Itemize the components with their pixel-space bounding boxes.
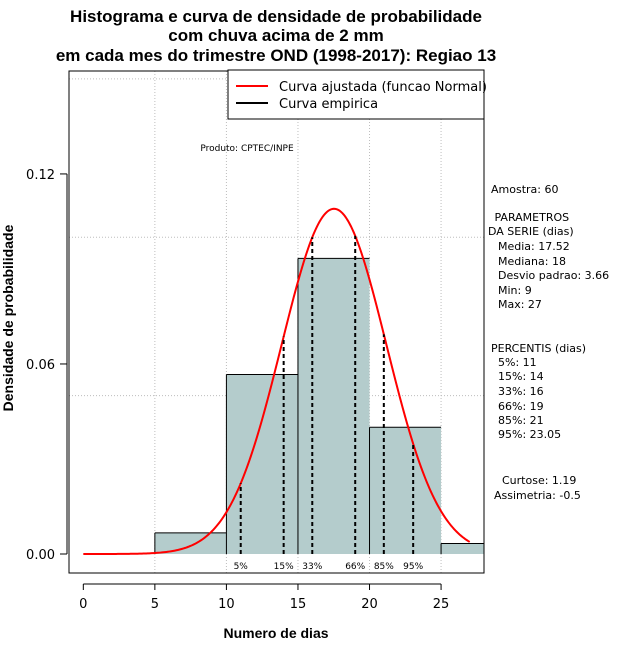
param-mediana: Mediana: 18 (491, 255, 566, 268)
normal-fit-curve (83, 207, 471, 555)
x-axis-title: Numero de dias (223, 625, 328, 641)
product-annotation: Produto: CPTEC/INPE (200, 144, 294, 154)
x-tick-label: 0 (79, 597, 87, 612)
param-min: Min: 9 (491, 284, 532, 297)
x-tick-label: 25 (433, 597, 450, 612)
y-tick-label: 0.12 (26, 168, 55, 183)
legend-label-empirical: Curva empirica (279, 97, 378, 112)
y-tick-label: 0.06 (26, 358, 55, 373)
y-axis-title: Densidade de probabilidade (0, 224, 16, 411)
percentile-label: 33% (302, 562, 322, 572)
percentile-lines: 5% 15% 33% 66% 85% 95% (234, 235, 424, 572)
percentil-85: 85%: 21 (491, 414, 544, 427)
percentile-label: 95% (403, 562, 423, 572)
percentis-title: PERCENTIS (dias) (491, 342, 586, 355)
legend: Curva ajustada (funcao Normal) Curva emp… (227, 69, 487, 120)
histogram-bar (154, 532, 227, 554)
x-tick-label: 15 (290, 597, 307, 612)
histogram-bars (154, 257, 484, 554)
sample-size: Amostra: 60 (491, 183, 558, 196)
statistics-panel: Amostra: 60 PARAMETROS DA SERIE (dias) M… (488, 183, 609, 502)
histogram-bar (297, 258, 370, 554)
percentil-5: 5%: 11 (491, 356, 537, 369)
param-media: Media: 17.52 (491, 240, 570, 253)
x-tick-label: 5 (151, 597, 159, 612)
assimetria: Assimetria: -0.5 (494, 489, 581, 502)
percentile-label: 66% (345, 562, 365, 572)
param-desvio: Desvio padrao: 3.66 (491, 269, 609, 282)
curtose: Curtose: 1.19 (502, 474, 576, 487)
x-axis: 0 5 10 15 20 25 (79, 583, 450, 612)
legend-label-normal: Curva ajustada (funcao Normal) (279, 80, 487, 95)
x-tick-label: 20 (361, 597, 378, 612)
x-tick-label: 10 (218, 597, 235, 612)
legend-box (227, 69, 485, 120)
percentile-label: 85% (374, 562, 394, 572)
params-subtitle: DA SERIE (dias) (488, 225, 574, 238)
params-title: PARAMETROS (491, 211, 569, 224)
histogram-bar (369, 427, 442, 554)
percentile-label: 15% (274, 562, 294, 572)
histogram-bar (441, 543, 484, 554)
percentil-66: 66%: 19 (491, 400, 544, 413)
y-axis: 0.00 0.06 0.12 (26, 168, 68, 563)
chart-title-line-3: em cada mes do trimestre OND (1998-2017)… (56, 46, 496, 65)
normal-curve-layer (83, 207, 471, 555)
percentil-95: 95%: 23.05 (491, 428, 561, 441)
chart-title-line-2: com chuva acima de 2 mm (168, 26, 383, 45)
histogram-bar (226, 374, 298, 554)
y-tick-label: 0.00 (26, 548, 55, 563)
chart-title-line-1: Histograma e curva de densidade de proba… (70, 7, 482, 26)
percentil-15: 15%: 14 (491, 370, 544, 383)
param-max: Max: 27 (491, 298, 542, 311)
percentil-33: 33%: 16 (491, 385, 544, 398)
percentile-label: 5% (234, 562, 249, 572)
